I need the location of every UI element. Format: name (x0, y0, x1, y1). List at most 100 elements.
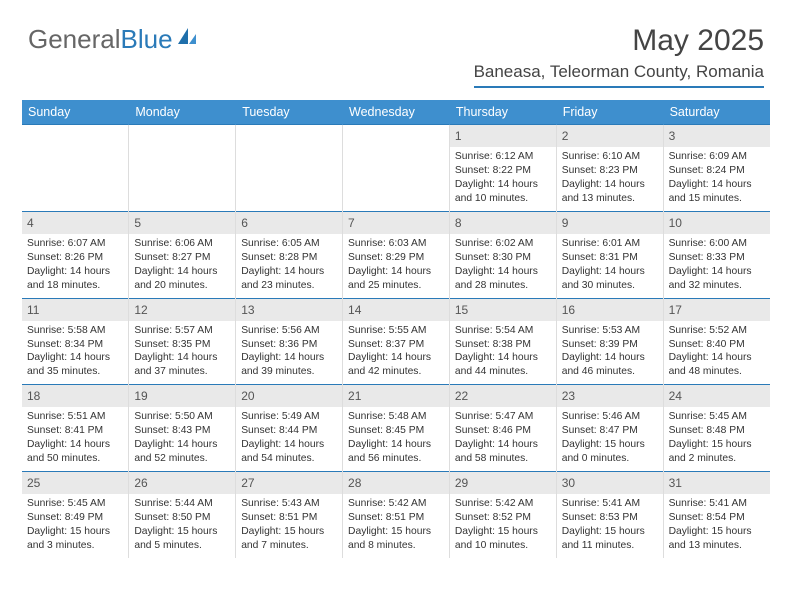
sunset: Sunset: 8:51 PM (241, 511, 337, 525)
daylight: Daylight: 15 hours and 11 minutes. (562, 525, 658, 553)
sunset: Sunset: 8:48 PM (669, 424, 765, 438)
day-detail: Sunrise: 6:00 AMSunset: 8:33 PMDaylight:… (663, 234, 770, 298)
daylight: Daylight: 14 hours and 35 minutes. (27, 351, 123, 379)
sunrise: Sunrise: 5:42 AM (455, 497, 551, 511)
day-number: 5 (129, 211, 236, 234)
sunset: Sunset: 8:30 PM (455, 251, 551, 265)
daylight: Daylight: 14 hours and 32 minutes. (669, 265, 765, 293)
sunrise: Sunrise: 5:53 AM (562, 324, 658, 338)
daylight: Daylight: 14 hours and 18 minutes. (27, 265, 123, 293)
day-detail: Sunrise: 6:03 AMSunset: 8:29 PMDaylight:… (343, 234, 450, 298)
daynum-row: 11121314151617 (22, 298, 770, 321)
day-number: 8 (449, 211, 556, 234)
sunset: Sunset: 8:47 PM (562, 424, 658, 438)
sunrise: Sunrise: 5:52 AM (669, 324, 765, 338)
daynum-row: 25262728293031 (22, 472, 770, 495)
sunrise: Sunrise: 6:03 AM (348, 237, 444, 251)
sunset: Sunset: 8:50 PM (134, 511, 230, 525)
day-number: 26 (129, 472, 236, 495)
day-detail: Sunrise: 5:57 AMSunset: 8:35 PMDaylight:… (129, 321, 236, 385)
daylight: Daylight: 15 hours and 8 minutes. (348, 525, 444, 553)
sunrise: Sunrise: 5:56 AM (241, 324, 337, 338)
day-detail (129, 147, 236, 211)
weekday-row: SundayMondayTuesdayWednesdayThursdayFrid… (22, 100, 770, 125)
sunset: Sunset: 8:38 PM (455, 338, 551, 352)
daylight: Daylight: 14 hours and 56 minutes. (348, 438, 444, 466)
daynum-row: 123 (22, 125, 770, 148)
day-detail (22, 147, 129, 211)
day-number (22, 125, 129, 148)
sunrise: Sunrise: 5:41 AM (669, 497, 765, 511)
day-detail: Sunrise: 5:45 AMSunset: 8:48 PMDaylight:… (663, 407, 770, 471)
header: GeneralBlue May 2025 Baneasa, Teleorman … (0, 0, 792, 94)
sunrise: Sunrise: 5:45 AM (27, 497, 123, 511)
logo-text-1: General (28, 24, 121, 55)
day-detail (236, 147, 343, 211)
daylight: Daylight: 14 hours and 50 minutes. (27, 438, 123, 466)
sunrise: Sunrise: 5:48 AM (348, 410, 444, 424)
weekday-header: Saturday (663, 100, 770, 125)
weekday-header: Sunday (22, 100, 129, 125)
day-detail: Sunrise: 5:52 AMSunset: 8:40 PMDaylight:… (663, 321, 770, 385)
day-number: 4 (22, 211, 129, 234)
day-detail: Sunrise: 5:42 AMSunset: 8:51 PMDaylight:… (343, 494, 450, 558)
day-number: 9 (556, 211, 663, 234)
day-number (129, 125, 236, 148)
sunset: Sunset: 8:27 PM (134, 251, 230, 265)
detail-row: Sunrise: 6:12 AMSunset: 8:22 PMDaylight:… (22, 147, 770, 211)
day-detail: Sunrise: 5:56 AMSunset: 8:36 PMDaylight:… (236, 321, 343, 385)
daylight: Daylight: 14 hours and 28 minutes. (455, 265, 551, 293)
day-detail: Sunrise: 6:12 AMSunset: 8:22 PMDaylight:… (449, 147, 556, 211)
sunrise: Sunrise: 5:43 AM (241, 497, 337, 511)
day-number: 31 (663, 472, 770, 495)
day-number: 7 (343, 211, 450, 234)
daylight: Daylight: 14 hours and 23 minutes. (241, 265, 337, 293)
daylight: Daylight: 14 hours and 39 minutes. (241, 351, 337, 379)
logo: GeneralBlue (28, 24, 198, 55)
weekday-header: Friday (556, 100, 663, 125)
sunrise: Sunrise: 6:01 AM (562, 237, 658, 251)
day-detail: Sunrise: 5:58 AMSunset: 8:34 PMDaylight:… (22, 321, 129, 385)
day-detail (343, 147, 450, 211)
sunset: Sunset: 8:41 PM (27, 424, 123, 438)
day-detail: Sunrise: 5:53 AMSunset: 8:39 PMDaylight:… (556, 321, 663, 385)
weekday-header: Tuesday (236, 100, 343, 125)
day-detail: Sunrise: 5:54 AMSunset: 8:38 PMDaylight:… (449, 321, 556, 385)
logo-text-2: Blue (121, 24, 173, 55)
day-number: 15 (449, 298, 556, 321)
day-detail: Sunrise: 5:41 AMSunset: 8:53 PMDaylight:… (556, 494, 663, 558)
weekday-header: Thursday (449, 100, 556, 125)
title-block: May 2025 Baneasa, Teleorman County, Roma… (474, 24, 764, 88)
day-number: 19 (129, 385, 236, 408)
day-detail: Sunrise: 5:49 AMSunset: 8:44 PMDaylight:… (236, 407, 343, 471)
month-title: May 2025 (474, 24, 764, 58)
day-number: 13 (236, 298, 343, 321)
sunrise: Sunrise: 5:42 AM (348, 497, 444, 511)
sunset: Sunset: 8:40 PM (669, 338, 765, 352)
sunrise: Sunrise: 5:49 AM (241, 410, 337, 424)
sunrise: Sunrise: 6:05 AM (241, 237, 337, 251)
daylight: Daylight: 14 hours and 46 minutes. (562, 351, 658, 379)
sunset: Sunset: 8:51 PM (348, 511, 444, 525)
sunset: Sunset: 8:24 PM (669, 164, 765, 178)
daylight: Daylight: 14 hours and 25 minutes. (348, 265, 444, 293)
daylight: Daylight: 14 hours and 52 minutes. (134, 438, 230, 466)
sunrise: Sunrise: 6:12 AM (455, 150, 551, 164)
sunset: Sunset: 8:49 PM (27, 511, 123, 525)
day-detail: Sunrise: 6:06 AMSunset: 8:27 PMDaylight:… (129, 234, 236, 298)
day-detail: Sunrise: 5:55 AMSunset: 8:37 PMDaylight:… (343, 321, 450, 385)
sunset: Sunset: 8:31 PM (562, 251, 658, 265)
sunrise: Sunrise: 5:51 AM (27, 410, 123, 424)
sunrise: Sunrise: 5:44 AM (134, 497, 230, 511)
day-number: 29 (449, 472, 556, 495)
daylight: Daylight: 15 hours and 0 minutes. (562, 438, 658, 466)
daylight: Daylight: 15 hours and 10 minutes. (455, 525, 551, 553)
sunset: Sunset: 8:26 PM (27, 251, 123, 265)
day-number: 3 (663, 125, 770, 148)
day-detail: Sunrise: 5:43 AMSunset: 8:51 PMDaylight:… (236, 494, 343, 558)
day-number: 10 (663, 211, 770, 234)
day-detail: Sunrise: 5:44 AMSunset: 8:50 PMDaylight:… (129, 494, 236, 558)
daylight: Daylight: 14 hours and 10 minutes. (455, 178, 551, 206)
day-number: 25 (22, 472, 129, 495)
detail-row: Sunrise: 5:45 AMSunset: 8:49 PM Daylight:… (22, 494, 770, 558)
